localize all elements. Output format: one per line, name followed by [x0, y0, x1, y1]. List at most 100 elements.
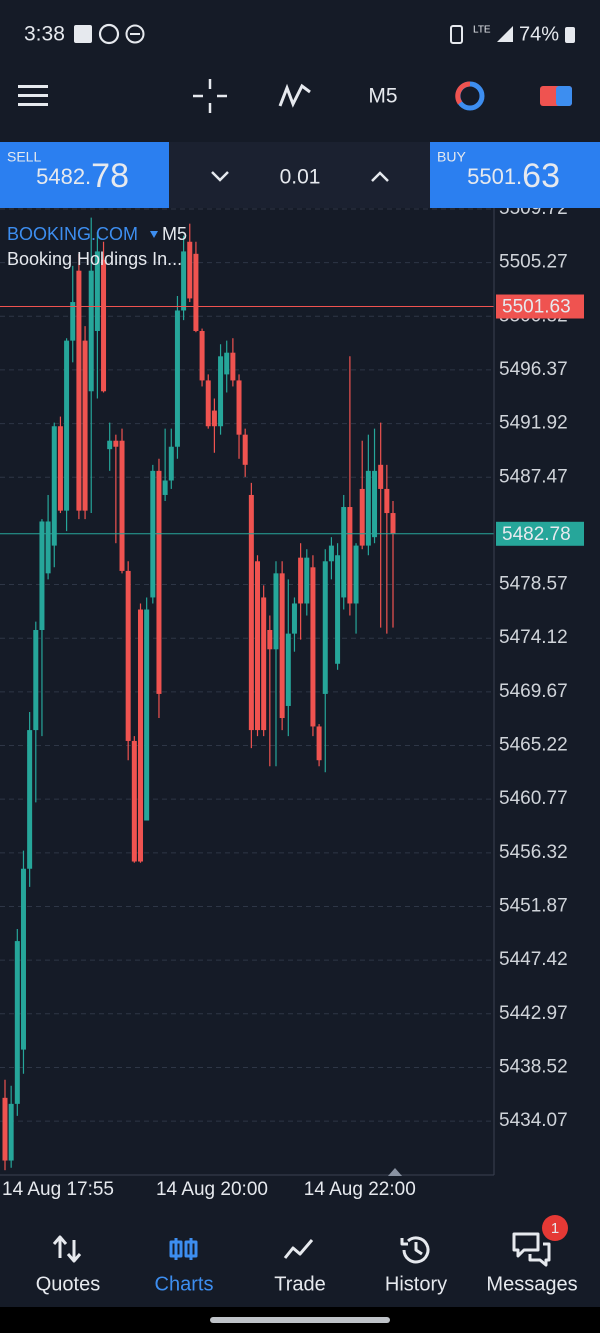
sell-button[interactable] [0, 142, 169, 208]
candle-body [20, 868, 26, 1050]
battery-text: 74% [519, 23, 559, 45]
candle-body [162, 480, 168, 495]
lot-decrease[interactable] [211, 171, 229, 182]
candle-body [193, 253, 199, 331]
buy-label: BUY [437, 149, 466, 165]
candle-body [199, 330, 205, 381]
candle-body [347, 507, 353, 604]
sell-price: 5482.78 [36, 157, 129, 195]
y-tick-label: 5509.72 [499, 198, 568, 219]
nav-label[interactable]: Trade [274, 1273, 326, 1295]
x-tick-label: 14 Aug 22:00 [304, 1179, 416, 1200]
candle-body [285, 633, 291, 706]
y-tick-label: 5496.37 [499, 359, 568, 380]
candle-body [125, 570, 131, 741]
y-tick-label: 5505.27 [499, 252, 568, 273]
buy-price-main: 5501. [467, 164, 522, 189]
symbol[interactable]: BOOKING.COM [7, 224, 138, 244]
candle-body [27, 730, 33, 869]
candle-body [168, 446, 174, 481]
nav-label[interactable]: Messages [486, 1273, 577, 1295]
bid-label-box [496, 521, 584, 546]
lot-value[interactable]: 0.01 [280, 166, 321, 189]
candle-body [279, 573, 285, 719]
account-button-half [556, 86, 572, 106]
dnd-icon [125, 24, 145, 44]
indicators-button[interactable] [278, 83, 311, 108]
nav-label[interactable]: History [385, 1273, 447, 1295]
sell-price-pips: 78 [91, 157, 129, 195]
overlays: 5501.63 5482.78 [0, 294, 584, 546]
candle-body [181, 251, 187, 311]
candle-body [119, 440, 125, 571]
buy-button[interactable] [430, 142, 600, 208]
lot-panel [169, 142, 430, 208]
candle-body [70, 302, 76, 341]
nav-icon[interactable] [169, 1238, 198, 1260]
buy-price-pips: 63 [522, 157, 560, 195]
symbol-dropdown[interactable] [150, 231, 158, 238]
buy-price: 5501.63 [467, 157, 560, 195]
battery-icon [565, 27, 575, 43]
candle-body [291, 603, 297, 634]
y-tick-label: 5491.92 [499, 413, 568, 434]
badge [542, 1215, 568, 1241]
ask-label: 5501.63 [502, 297, 571, 318]
y-tick-label: 5469.67 [499, 681, 568, 702]
sell-label: SELL [7, 149, 41, 165]
candle-body [365, 470, 371, 546]
candle-body [372, 470, 378, 538]
candle-body [304, 557, 310, 604]
whatsapp-icon [98, 23, 120, 45]
grid [0, 208, 494, 1122]
timeframe-button[interactable]: M5 [368, 85, 397, 108]
candle-body [187, 241, 193, 299]
candle-body [51, 426, 57, 546]
candle-body [230, 352, 236, 381]
candle-body [174, 310, 180, 447]
y-tick-label: 5478.57 [499, 574, 568, 595]
candle-body [205, 380, 211, 427]
candle-body [82, 340, 88, 511]
y-tick-label: 5434.07 [499, 1110, 568, 1131]
lot-increase[interactable] [371, 171, 389, 182]
nav-icon[interactable] [283, 1239, 314, 1259]
shift-marker [388, 1168, 402, 1176]
crosshair-button[interactable] [193, 79, 227, 113]
menu-button[interactable] [18, 85, 48, 106]
candle-body [88, 270, 94, 392]
nav-icon[interactable] [512, 1232, 551, 1267]
badge-count: 1 [551, 1220, 559, 1237]
sell-price-main: 5482. [36, 164, 91, 189]
candle-body [107, 440, 113, 450]
candle-body [316, 726, 322, 761]
candle-body [101, 259, 107, 392]
candle-body [33, 630, 39, 731]
candle-body [131, 740, 137, 862]
candle-body [156, 470, 162, 694]
candles [2, 217, 396, 1171]
lte-icon: LTE [473, 25, 491, 36]
symbol-description: Booking Holdings In... [7, 249, 182, 269]
candle-body [57, 426, 63, 511]
candle-body [2, 1097, 8, 1161]
y-tick-label: 5451.87 [499, 895, 568, 916]
y-tick-label: 5460.77 [499, 788, 568, 809]
nav-label[interactable]: Quotes [36, 1273, 100, 1295]
nav-label[interactable]: Charts [155, 1273, 214, 1295]
candle-body [341, 507, 347, 598]
candle-body [224, 352, 230, 375]
candle-body [14, 941, 20, 1104]
candle-body [39, 521, 45, 631]
y-tick-label: 5456.32 [499, 842, 568, 863]
ask-label-box [496, 294, 584, 319]
nav-icon[interactable] [52, 1235, 82, 1263]
nav-icon[interactable] [400, 1236, 430, 1264]
candle-body [211, 410, 217, 427]
clock: 3:38 [24, 23, 65, 46]
x-tick-label: 14 Aug 20:00 [156, 1179, 268, 1200]
candle-body [390, 513, 396, 534]
